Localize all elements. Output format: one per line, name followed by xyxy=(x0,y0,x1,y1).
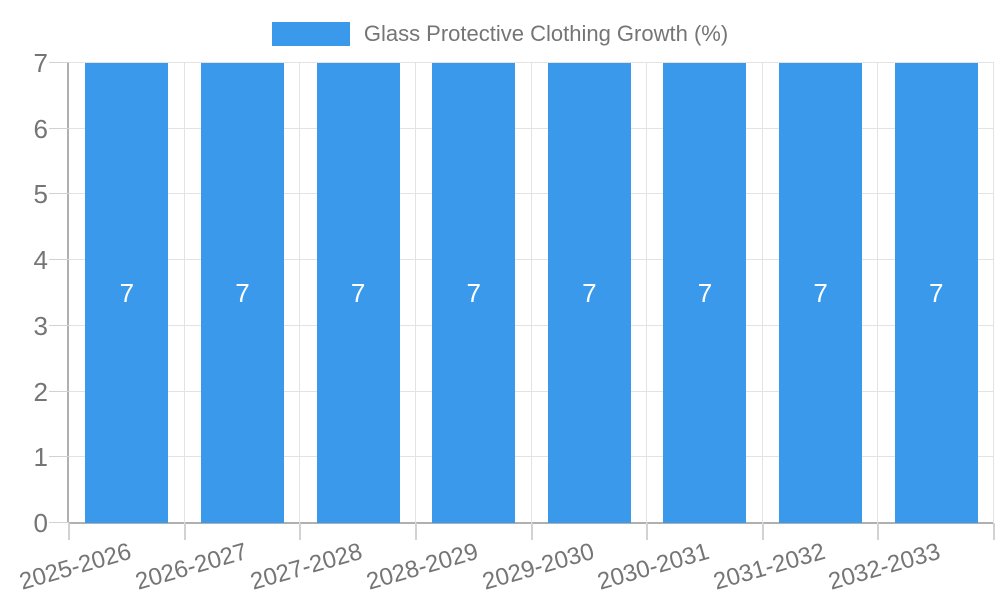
y-axis-line xyxy=(67,63,69,523)
gridline-vertical xyxy=(646,63,648,523)
gridline-horizontal xyxy=(69,324,994,326)
y-axis-tick-label: 6 xyxy=(33,113,48,144)
x-axis-category-label: 2032-2033 xyxy=(825,538,944,596)
bar-2032-2033[interactable] xyxy=(894,63,978,523)
x-axis-category-label: 2029-2030 xyxy=(478,538,597,596)
gridline-vertical xyxy=(299,63,301,523)
x-axis-tick-mark xyxy=(414,523,417,540)
x-axis-category-label: 2030-2031 xyxy=(594,538,713,596)
y-axis-tick-label: 2 xyxy=(33,376,48,407)
y-axis-tick-mark xyxy=(49,456,69,458)
gridline-vertical xyxy=(761,63,763,523)
legend-label: Glass Protective Clothing Growth (%) xyxy=(363,21,729,46)
y-axis-tick-mark xyxy=(49,522,69,523)
gridline-horizontal xyxy=(69,62,994,63)
y-axis-tick-mark xyxy=(49,259,69,261)
x-axis-tick-mark xyxy=(993,523,995,540)
x-axis-category-label: 2028-2029 xyxy=(363,538,482,596)
x-axis-tick-mark xyxy=(68,523,70,540)
x-axis-tick-mark xyxy=(877,523,880,540)
bar-2027-2028[interactable] xyxy=(316,63,400,523)
x-axis-tick-mark xyxy=(761,523,764,540)
y-axis-tick-label: 0 xyxy=(33,508,48,538)
y-axis-tick-label: 4 xyxy=(33,245,48,276)
chart-legend[interactable]: Glass Protective Clothing Growth (%) xyxy=(0,20,1000,48)
y-axis-tick-label: 5 xyxy=(33,179,48,210)
x-axis-category-label: 2025-2026 xyxy=(16,538,135,596)
x-axis-tick-mark xyxy=(299,523,302,540)
x-axis-tick-mark xyxy=(530,523,533,540)
legend-color-swatch xyxy=(271,22,350,46)
bar-2029-2030[interactable] xyxy=(547,63,631,523)
x-axis-tick-mark xyxy=(646,523,649,540)
y-axis-tick-label: 7 xyxy=(33,48,48,78)
x-axis-category-label: 2026-2027 xyxy=(132,538,250,596)
y-axis-tick-mark xyxy=(49,62,69,63)
x-axis-tick-mark xyxy=(183,523,186,540)
gridline-vertical xyxy=(993,63,994,523)
bar-2028-2029[interactable] xyxy=(432,63,516,523)
gridline-vertical xyxy=(183,63,185,523)
bar-2030-2031[interactable] xyxy=(663,63,747,523)
gridline-vertical xyxy=(414,63,416,523)
gridline-vertical xyxy=(530,63,532,523)
x-axis-category-label: 2031-2032 xyxy=(710,538,829,596)
bar-2025-2026[interactable] xyxy=(85,63,169,523)
gridline-horizontal xyxy=(69,259,994,261)
y-axis-tick-label: 1 xyxy=(33,442,48,473)
gridline-vertical xyxy=(877,63,879,523)
x-axis-category-label: 2027-2028 xyxy=(247,538,366,596)
gridline-horizontal xyxy=(69,193,994,195)
y-axis-tick-mark xyxy=(49,390,69,392)
bar-2031-2032[interactable] xyxy=(779,63,863,523)
y-axis-tick-mark xyxy=(49,324,69,326)
gridline-horizontal xyxy=(69,390,994,392)
y-axis-tick-mark xyxy=(49,193,69,195)
y-axis-tick-mark xyxy=(49,127,69,129)
y-axis-tick-label: 3 xyxy=(33,310,48,341)
gridline-horizontal xyxy=(69,127,994,129)
gridline-horizontal xyxy=(69,456,994,458)
bar-2026-2027[interactable] xyxy=(200,63,284,523)
